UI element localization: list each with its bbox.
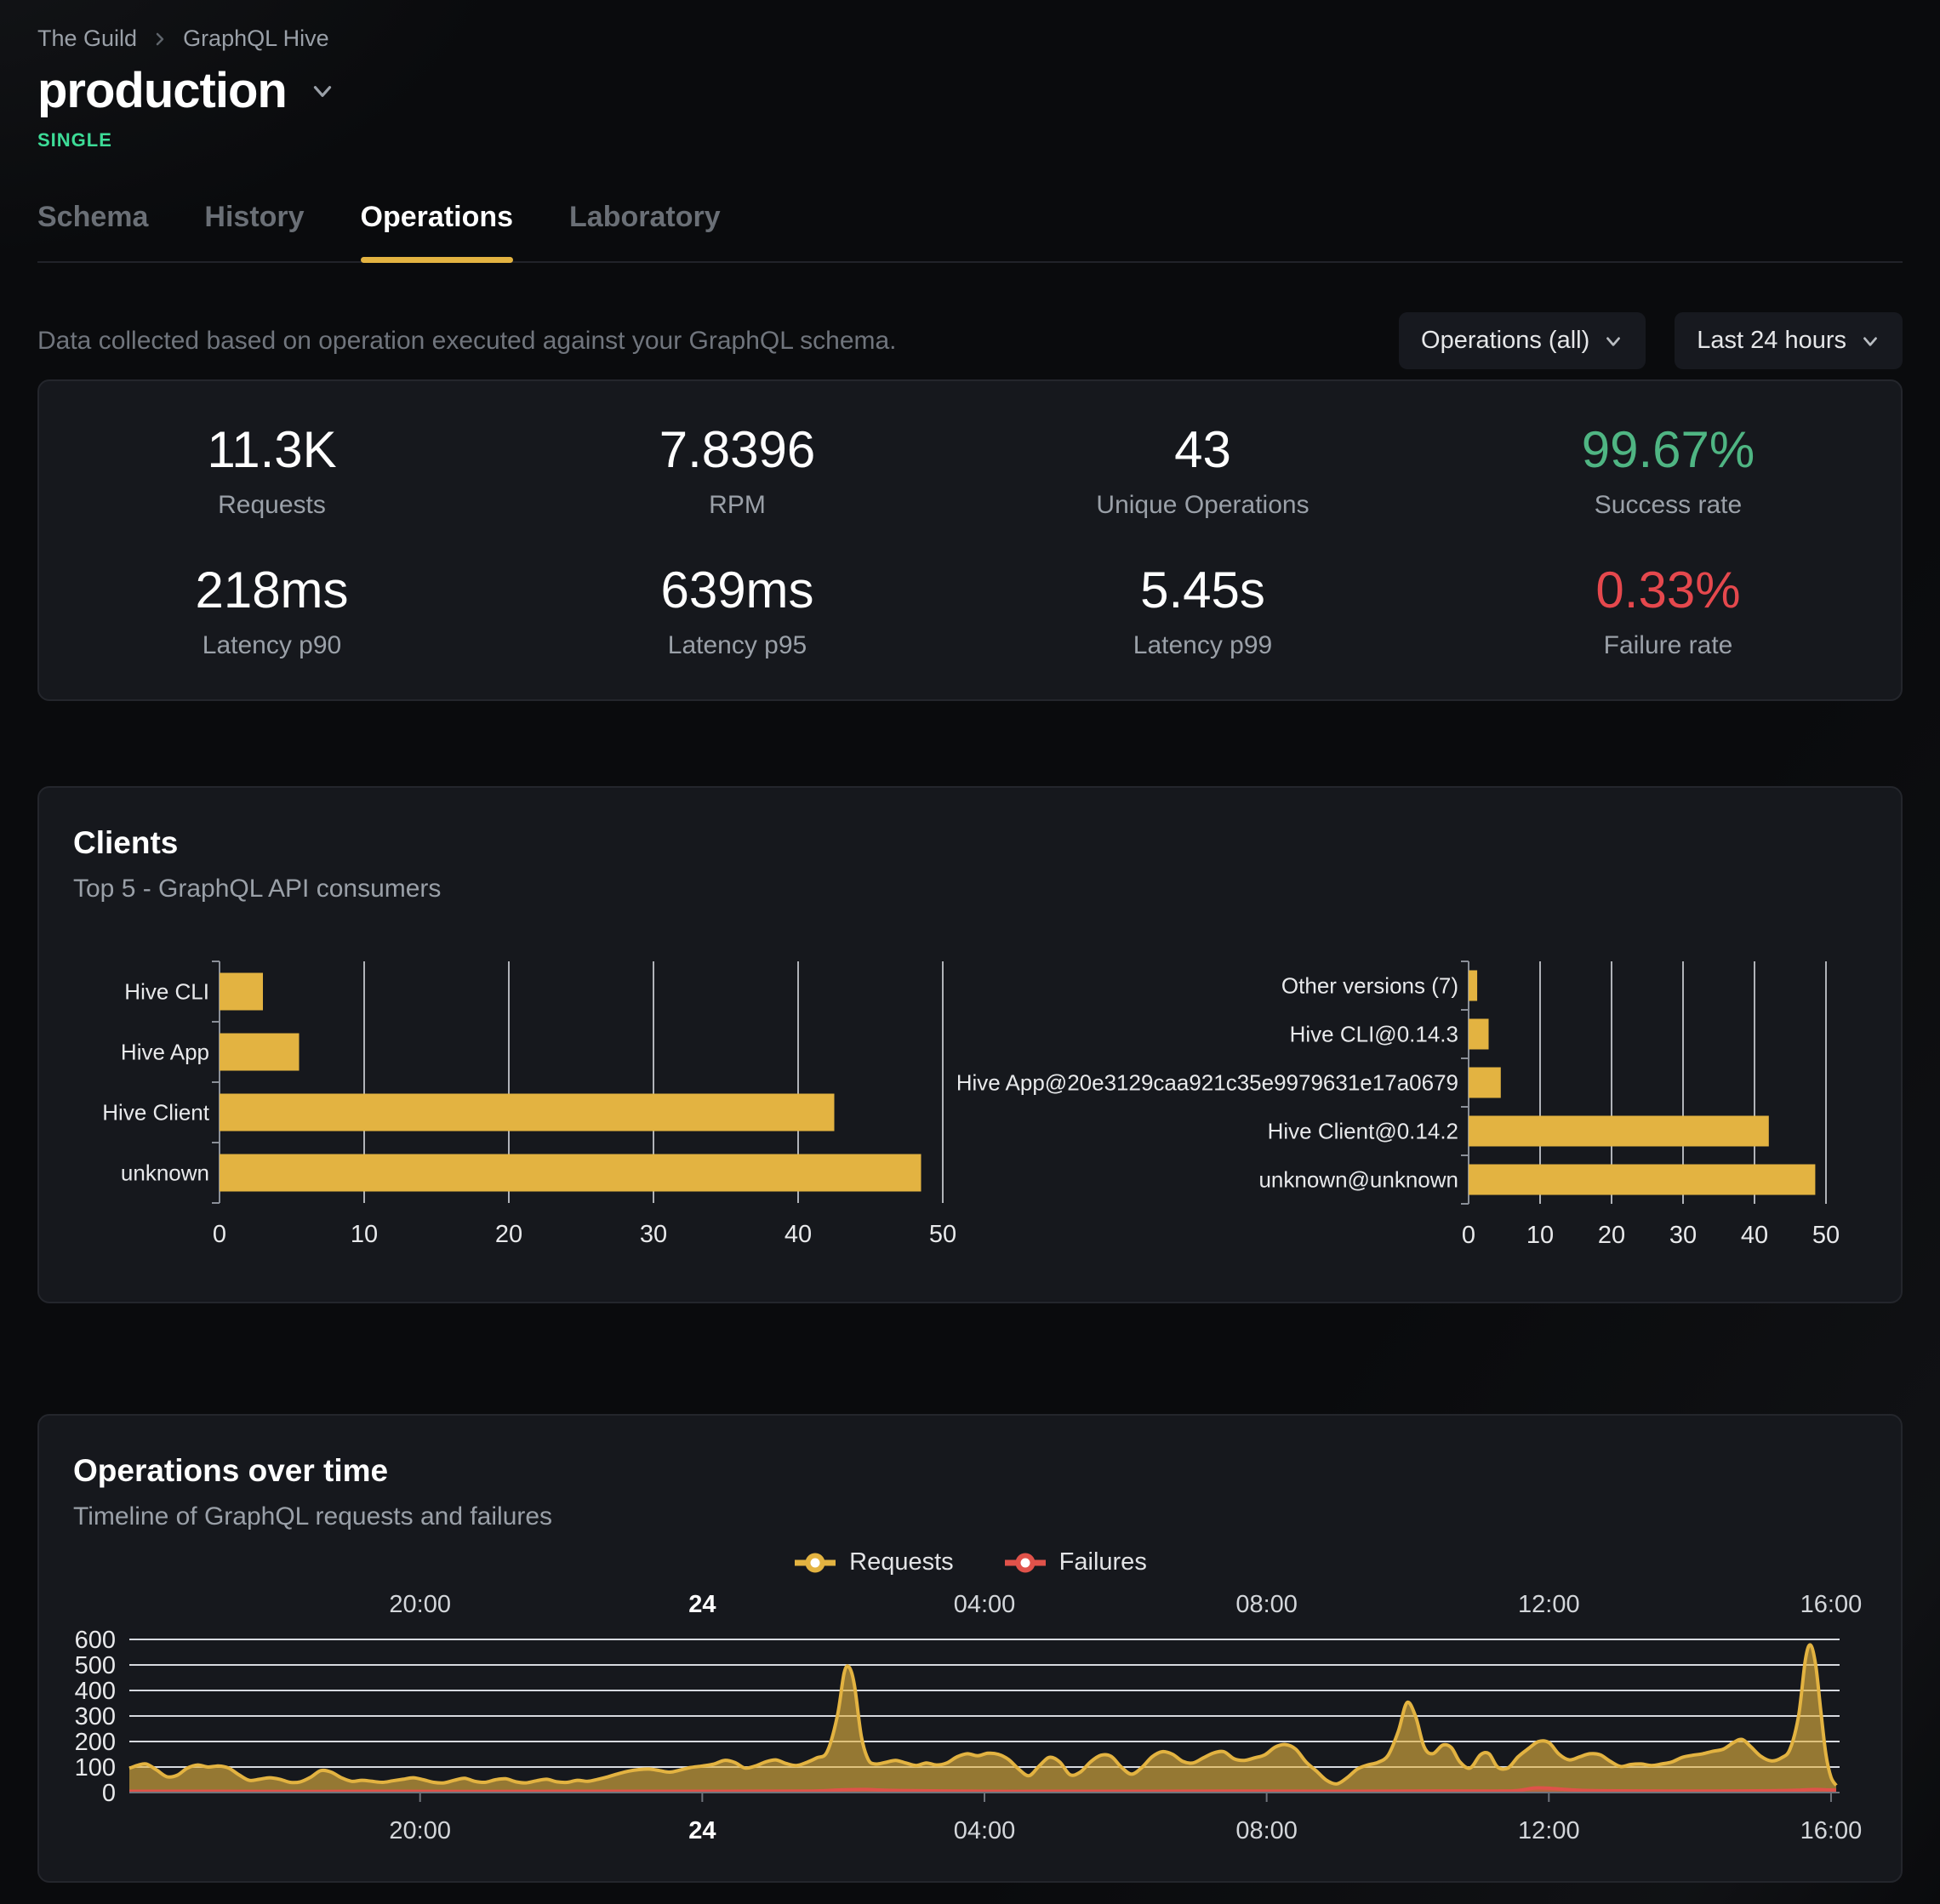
page-header: The Guild GraphQL Hive production SINGLE… (0, 0, 1940, 263)
stat-requests: 11.3K Requests (207, 421, 337, 519)
tab-operations[interactable]: Operations (360, 201, 514, 263)
requests-series-icon (795, 1553, 836, 1572)
operations-subtitle: Timeline of GraphQL requests and failure… (73, 1502, 553, 1531)
page-title: production (37, 63, 288, 118)
tick-label: 10 (351, 1221, 378, 1248)
tab-laboratory[interactable]: Laboratory (569, 201, 721, 233)
chevron-down-icon (1606, 336, 1621, 346)
target-picker-chevron-down-icon[interactable] (309, 77, 336, 105)
y-tick-label: 600 (75, 1627, 116, 1654)
clients-panel: Clients Top 5 - GraphQL API consumers Hi… (37, 786, 1903, 1303)
tick-label: 50 (929, 1221, 956, 1248)
y-tick-label: 200 (75, 1729, 116, 1756)
tick-label: 20 (495, 1221, 522, 1248)
bar (220, 1093, 835, 1132)
legend-item-requests[interactable]: Requests (793, 1548, 954, 1576)
requests-area (129, 1645, 1836, 1793)
category-label: Hive CLI@0.14.3 (1290, 1022, 1458, 1047)
y-tick-label: 500 (75, 1652, 116, 1679)
category-label: Hive Client@0.14.2 (1268, 1119, 1458, 1144)
operations-filter-label: Operations (all) (1421, 327, 1590, 354)
x-tick-label-bottom: 04:00 (954, 1817, 1016, 1844)
chevron-right-icon (156, 32, 164, 45)
period-filter-dropdown[interactable]: Last 24 hours (1675, 312, 1903, 369)
tick-label: 10 (1526, 1222, 1554, 1249)
breadcrumb-org[interactable]: The Guild (37, 26, 138, 51)
chevron-down-icon (1863, 336, 1877, 346)
stat-unique-operations: 43 Unique Operations (1096, 421, 1310, 519)
x-tick-label-top: 24 (688, 1591, 716, 1618)
active-tab-underline (360, 257, 514, 263)
x-tick-label-bottom: 24 (688, 1817, 716, 1844)
description-text: Data collected based on operation execut… (37, 326, 897, 355)
x-tick-label-bottom: 20:00 (389, 1817, 451, 1844)
legend-item-failures[interactable]: Failures (1003, 1548, 1147, 1576)
x-tick-label-bottom: 16:00 (1800, 1817, 1863, 1844)
bar (1469, 1115, 1769, 1147)
stat-latency-p95: 639ms Latency p95 (660, 562, 814, 659)
breadcrumb-project[interactable]: GraphQL Hive (183, 26, 329, 51)
tick-label: 20 (1598, 1222, 1625, 1249)
failures-line (128, 1786, 1837, 1793)
bar (220, 972, 263, 1011)
stat-rpm: 7.8396 RPM (659, 421, 816, 519)
operations-filter-dropdown[interactable]: Operations (all) (1399, 312, 1646, 369)
timeline-legend: Requests Failures (73, 1548, 1867, 1576)
bar (1469, 1067, 1501, 1098)
category-label: Hive App@20e3129caa921c35e9979631e17a067… (958, 1070, 1458, 1096)
failures-series-icon (1004, 1553, 1046, 1572)
category-label: unknown (121, 1160, 209, 1186)
tick-label: 0 (213, 1221, 226, 1248)
bar (1469, 970, 1478, 1001)
tick-label: 0 (1462, 1222, 1475, 1249)
y-tick-label: 100 (75, 1754, 116, 1781)
tick-label: 30 (1669, 1222, 1697, 1249)
clients-by-version-bar-chart: Other versions (7) Hive CLI@0.14.3 Hive Ap… (958, 961, 1840, 1249)
y-tick-label: 300 (75, 1703, 116, 1730)
clients-title: Clients (73, 825, 179, 860)
operations-title: Operations over time (73, 1453, 389, 1488)
bar (1469, 1164, 1816, 1195)
period-filter-label: Last 24 hours (1697, 327, 1846, 354)
x-tick-label-top: 20:00 (389, 1591, 451, 1618)
category-label: Other versions (7) (1281, 973, 1458, 999)
stat-failure-rate: 0.33% Failure rate (1595, 562, 1741, 659)
operations-toolbar: Data collected based on operation execut… (37, 312, 1903, 369)
clients-subtitle: Top 5 - GraphQL API consumers (73, 875, 442, 903)
requests-line (128, 1643, 1838, 1787)
x-tick-label-top: 16:00 (1800, 1591, 1863, 1618)
tab-history[interactable]: History (204, 201, 305, 233)
stat-success-rate: 99.67% Success rate (1581, 421, 1755, 519)
tick-label: 40 (1741, 1222, 1768, 1249)
bar (220, 1033, 300, 1071)
tick-label: 50 (1812, 1222, 1840, 1249)
target-type-badge: SINGLE (37, 129, 112, 151)
x-tick-label-bottom: 08:00 (1235, 1817, 1298, 1844)
y-tick-label: 0 (102, 1780, 116, 1807)
x-tick-label-top: 08:00 (1235, 1591, 1298, 1618)
tick-label: 40 (785, 1221, 812, 1248)
x-tick-label-top: 04:00 (954, 1591, 1016, 1618)
category-label: unknown@unknown (1258, 1167, 1458, 1193)
tab-schema[interactable]: Schema (37, 201, 149, 233)
x-tick-label-top: 12:00 (1518, 1591, 1580, 1618)
bar (220, 1154, 922, 1192)
x-tick-label-bottom: 12:00 (1518, 1817, 1580, 1844)
operations-over-time-panel: Operations over time Timeline of GraphQL… (37, 1414, 1903, 1883)
clients-by-name-bar-chart: Hive CLI Hive App Hive Client unknown 0 10 20 3… (102, 961, 956, 1248)
tab-bar: Schema History Operations Laboratory (37, 201, 1903, 263)
stats-panel: 11.3K Requests 7.8396 RPM 43 Unique Oper… (37, 379, 1903, 701)
y-tick-label: 400 (75, 1678, 116, 1705)
category-label: Hive Client (102, 1100, 209, 1126)
category-label: Hive CLI (124, 979, 209, 1005)
breadcrumb: The Guild GraphQL Hive (37, 26, 1903, 52)
bar (1469, 1018, 1489, 1050)
stat-latency-p99: 5.45s Latency p99 (1133, 562, 1273, 659)
category-label: Hive App (121, 1040, 209, 1065)
stat-latency-p90: 218ms Latency p90 (195, 562, 349, 659)
tick-label: 30 (640, 1221, 667, 1248)
